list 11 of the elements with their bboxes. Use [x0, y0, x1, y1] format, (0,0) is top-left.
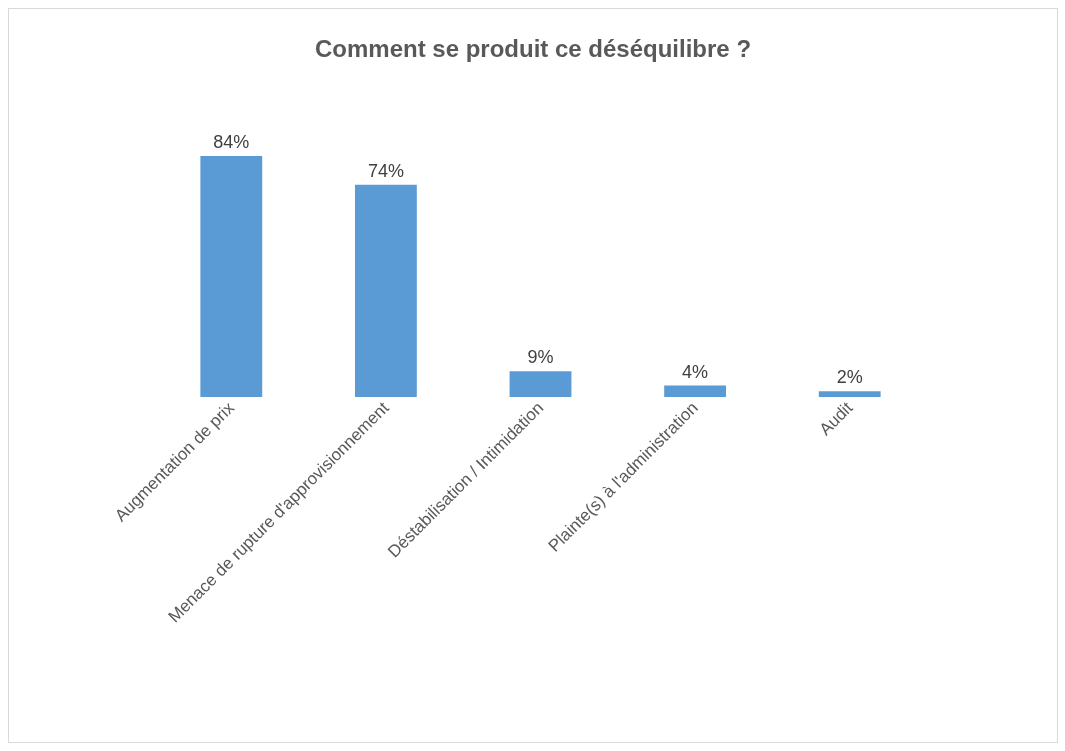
data-label: 84% [213, 132, 250, 152]
bar [200, 156, 263, 397]
data-label: 4% [682, 361, 709, 382]
bar [664, 385, 727, 397]
bar [818, 391, 881, 397]
data-label: 2% [836, 367, 863, 388]
chart-title: Comment se produit ce déséquilibre ? [314, 34, 752, 62]
data-label: 74% [367, 160, 404, 181]
data-label: 9% [527, 347, 554, 368]
bar [354, 184, 417, 397]
bar [509, 371, 572, 397]
